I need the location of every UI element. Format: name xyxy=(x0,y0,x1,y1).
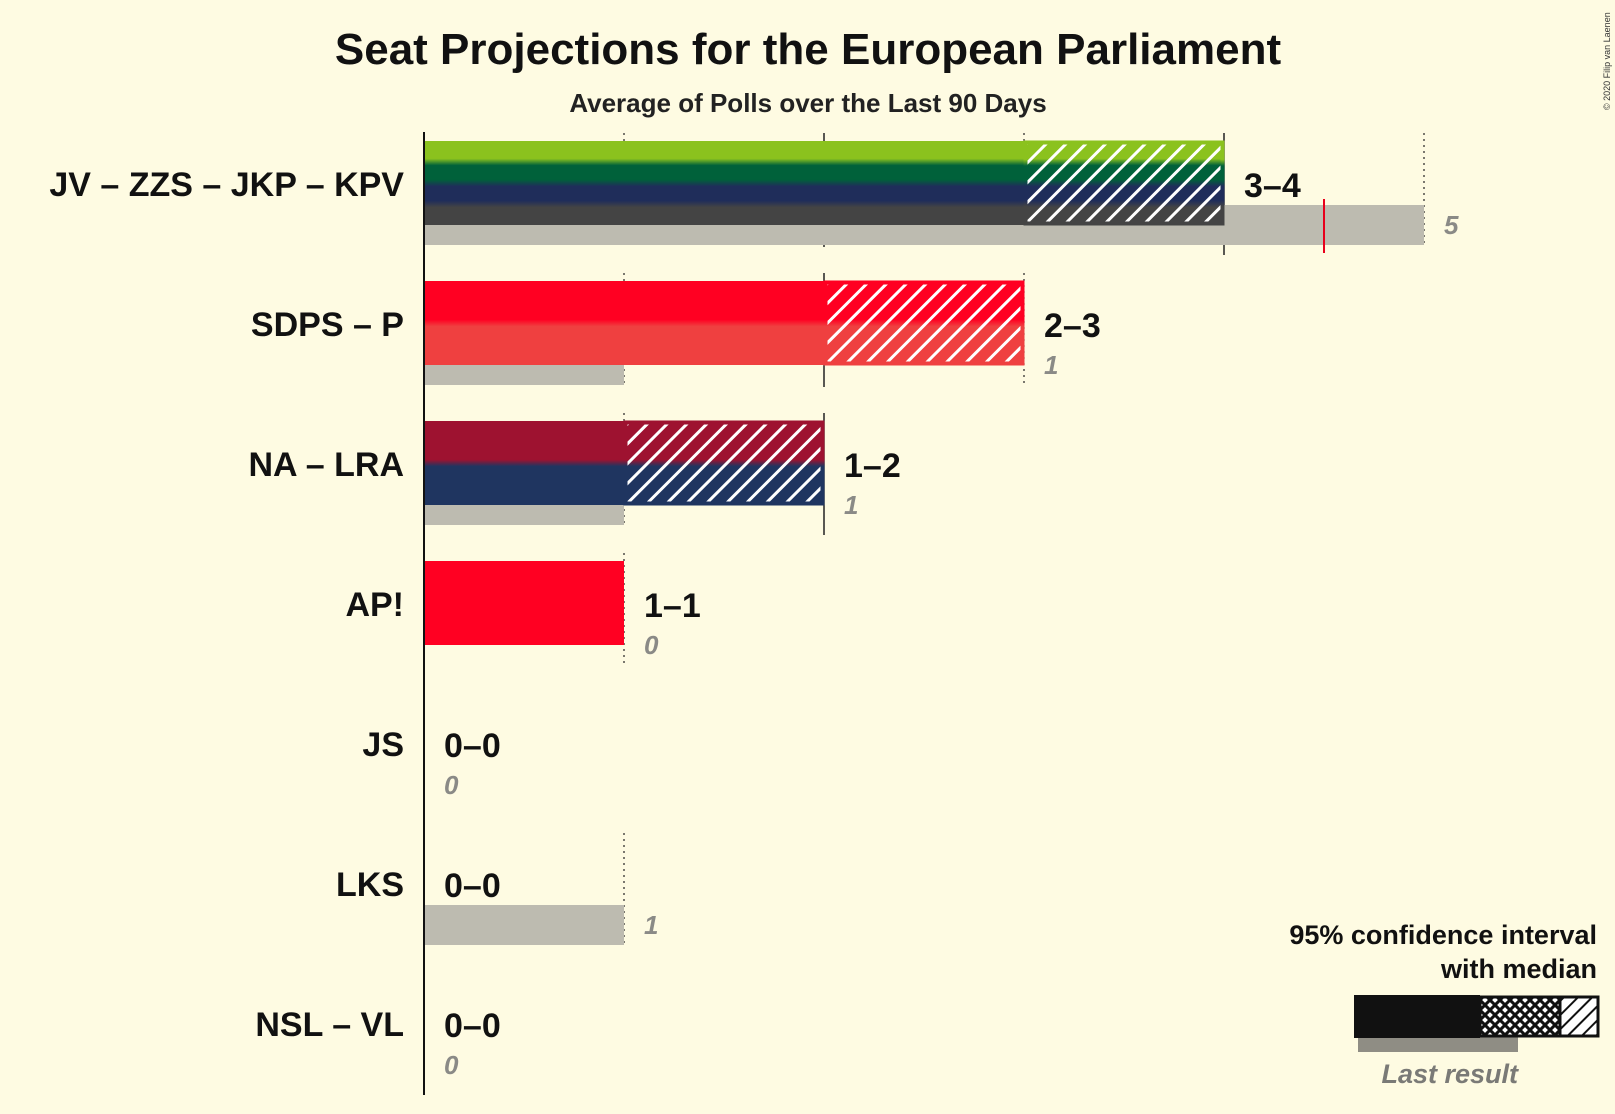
last-result-bar xyxy=(424,905,624,945)
copyright-note: © 2020 Filip van Laenen xyxy=(1602,12,1612,110)
seat-range-label: 1–2 xyxy=(844,447,901,485)
last-result-label: 1 xyxy=(1044,350,1058,380)
party-label: NSL – VL xyxy=(255,1006,404,1044)
seat-bar-solid xyxy=(424,141,1024,225)
legend-solid-bar xyxy=(1354,995,1480,1038)
chart-title: Seat Projections for the European Parlia… xyxy=(335,25,1282,74)
seat-bar-solid xyxy=(424,421,624,505)
legend-line-2: with median xyxy=(1440,954,1597,984)
seat-range-label: 0–0 xyxy=(444,1007,501,1045)
seat-bar-hatch xyxy=(824,281,1024,365)
last-result-label: 0 xyxy=(444,770,459,800)
legend-line-1: 95% confidence interval xyxy=(1289,920,1597,950)
party-row xyxy=(424,833,625,947)
seat-bar-hatch xyxy=(1024,141,1224,225)
party-label: JV – ZZS – JKP – KPV xyxy=(49,166,404,204)
last-result-label: 1 xyxy=(644,910,658,940)
party-label: SDPS – P xyxy=(251,306,404,344)
seat-range-label: 0–0 xyxy=(444,727,501,765)
seat-bar-solid xyxy=(424,281,824,365)
party-row xyxy=(424,273,1025,387)
seat-bar-outline xyxy=(823,280,1025,366)
legend-hatch-bar xyxy=(1558,995,1600,1038)
legend-last-result-label: Last result xyxy=(1381,1059,1519,1089)
seat-range-label: 0–0 xyxy=(444,867,501,905)
seat-bar-outline xyxy=(1023,140,1225,226)
bars-layer xyxy=(424,133,1425,947)
party-row xyxy=(424,413,825,535)
legend-crosshatch-bar xyxy=(1478,995,1562,1038)
seat-bar-outline xyxy=(623,420,825,506)
last-result-label: 0 xyxy=(444,1050,459,1080)
last-result-label: 0 xyxy=(644,630,659,660)
seat-bar-solid xyxy=(424,561,624,645)
party-row xyxy=(424,133,1425,255)
gridlines xyxy=(624,132,1424,1095)
seat-range-label: 1–1 xyxy=(644,587,701,625)
party-label: LKS xyxy=(336,866,404,904)
legend: 95% confidence interval with median Last… xyxy=(1289,920,1600,1089)
labels-layer: JV – ZZS – JKP – KPV 3–4 5 SDPS – P 2–3 1 NA –… xyxy=(49,166,1459,1080)
seat-bar-hatch xyxy=(624,421,824,505)
party-label: JS xyxy=(362,726,404,764)
party-label: AP! xyxy=(345,586,404,624)
seat-range-label: 2–3 xyxy=(1044,307,1101,345)
chart-subtitle: Average of Polls over the Last 90 Days xyxy=(569,88,1046,118)
seat-range-label: 3–4 xyxy=(1244,167,1301,205)
last-result-label: 5 xyxy=(1444,210,1459,240)
party-row xyxy=(424,553,625,667)
party-label: NA – LRA xyxy=(248,446,404,484)
last-result-label: 1 xyxy=(844,490,858,520)
